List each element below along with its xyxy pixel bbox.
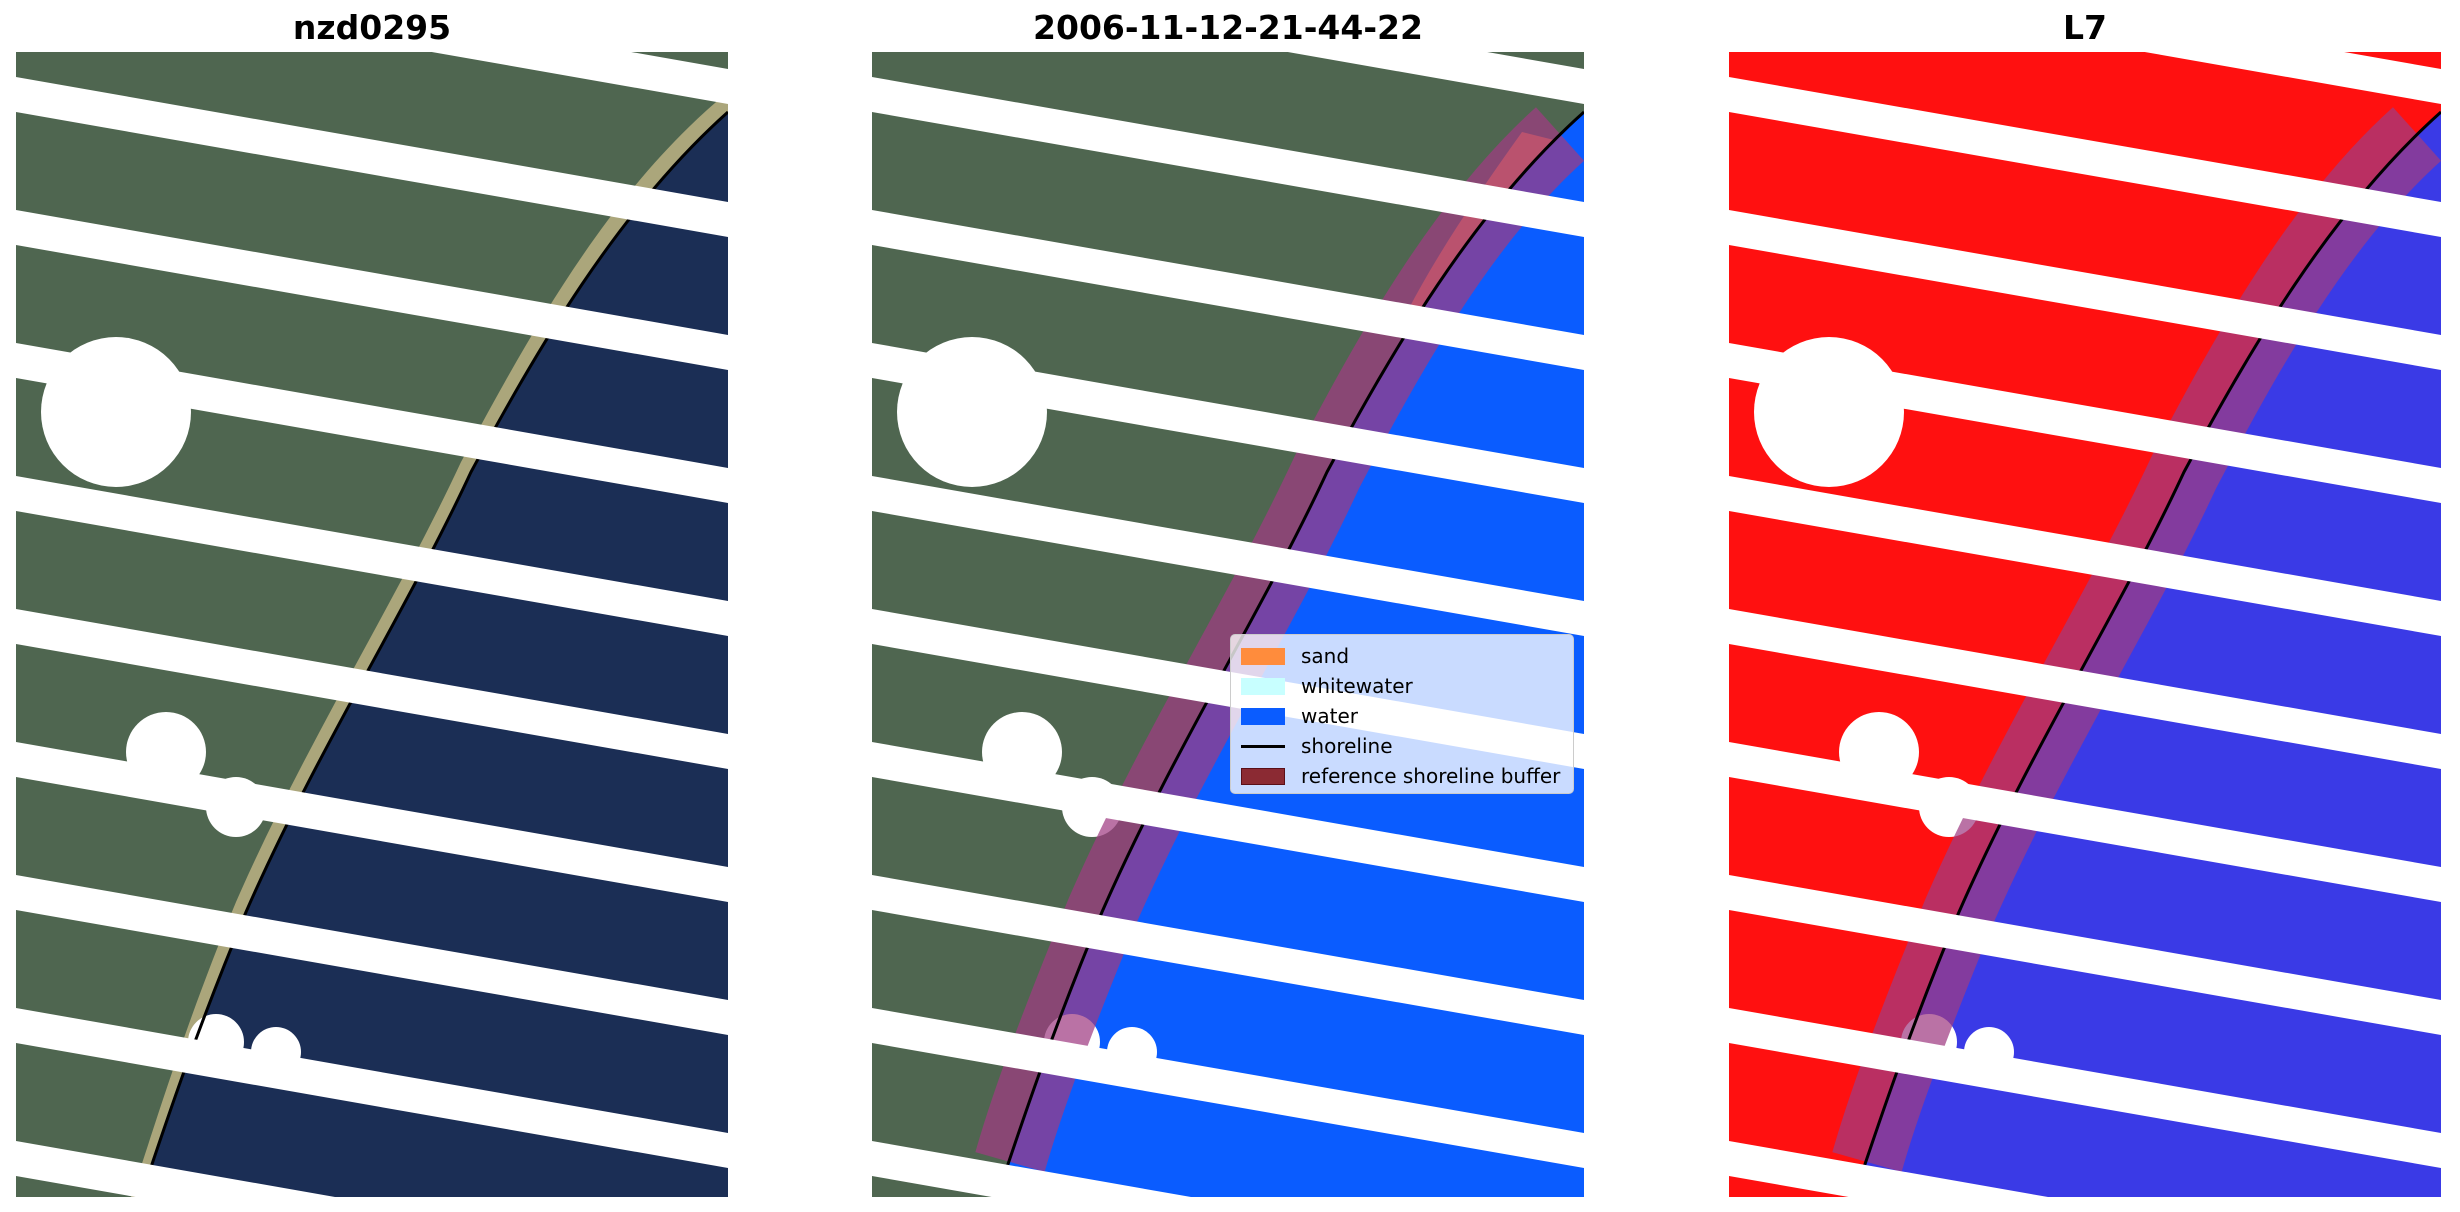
no-data-stripe <box>1729 476 2441 636</box>
rgb-image-panel <box>16 52 728 1197</box>
legend: sand whitewater water shoreline referenc… <box>1230 634 1574 794</box>
title-panel-1: nzd0295 <box>292 8 452 47</box>
legend-label: shoreline <box>1301 734 1393 758</box>
no-data-stripe <box>16 1008 728 1168</box>
index-image-panel <box>1729 52 2441 1197</box>
water-swatch <box>1241 707 1285 725</box>
no-data-stripe <box>872 742 1584 902</box>
no-data-stripe <box>1729 1141 2048 1197</box>
no-data-stripe <box>872 77 1584 237</box>
legend-label: whitewater <box>1301 674 1413 698</box>
title-panel-3: L7 <box>2063 8 2107 47</box>
no-data-stripe <box>16 1141 335 1197</box>
no-data-stripe <box>1729 210 2441 370</box>
no-data-stripe <box>1729 77 2441 237</box>
no-data-stripe <box>16 742 728 902</box>
no-data-stripe <box>1729 742 2441 902</box>
legend-item-whitewater: whitewater <box>1241 671 1563 701</box>
no-data-stripe <box>16 875 728 1035</box>
no-data-stripe <box>872 343 1584 503</box>
no-data-stripe <box>16 210 728 370</box>
no-data-stripe <box>16 476 728 636</box>
no-data-stripe <box>872 875 1584 1035</box>
legend-item-buffer: reference shoreline buffer <box>1241 761 1563 791</box>
legend-item-shoreline: shoreline <box>1241 731 1563 761</box>
buffer-swatch <box>1241 767 1285 785</box>
legend-item-water: water <box>1241 701 1563 731</box>
legend-label: reference shoreline buffer <box>1301 764 1561 788</box>
no-data-stripe <box>872 1008 1584 1168</box>
no-data-stripe <box>872 1141 1191 1197</box>
legend-item-sand: sand <box>1241 641 1563 671</box>
no-data-stripe <box>872 476 1584 636</box>
whitewater-swatch <box>1241 677 1285 695</box>
classified-image-panel <box>872 52 1584 1197</box>
sand-swatch <box>1241 647 1285 665</box>
legend-label: sand <box>1301 644 1350 668</box>
title-panel-2: 2006-11-12-21-44-22 <box>1033 8 1423 47</box>
no-data-stripe <box>1729 609 2441 769</box>
no-data-stripe <box>872 210 1584 370</box>
shoreline-swatch <box>1241 744 1285 748</box>
no-data-stripe <box>1729 1008 2441 1168</box>
legend-label: water <box>1301 704 1358 728</box>
no-data-stripe <box>16 343 728 503</box>
no-data-stripe <box>1729 875 2441 1035</box>
no-data-stripe <box>431 52 728 104</box>
no-data-stripe <box>16 77 728 237</box>
no-data-stripe <box>16 609 728 769</box>
no-data-stripe <box>1729 343 2441 503</box>
